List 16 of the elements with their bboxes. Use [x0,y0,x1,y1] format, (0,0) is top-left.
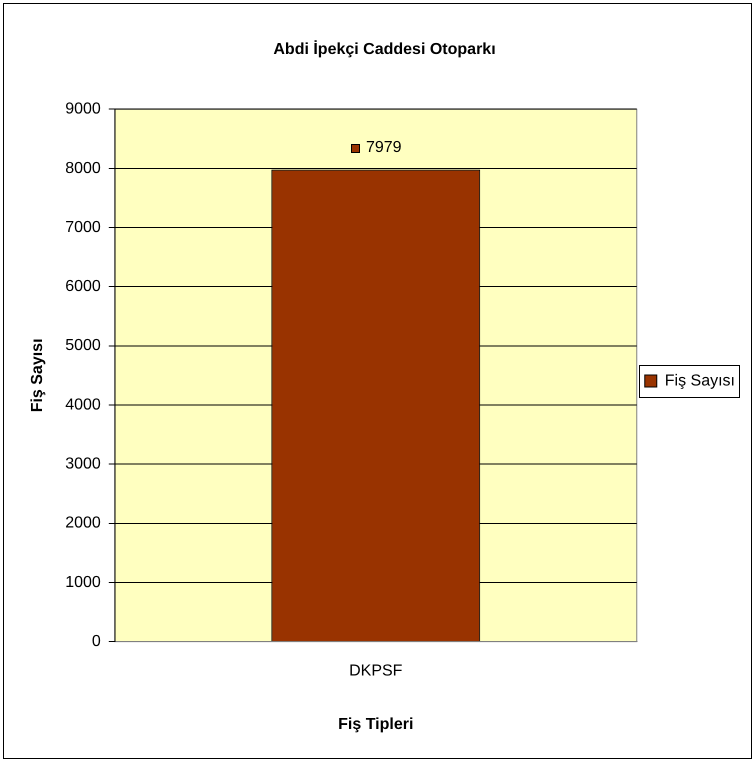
y-tick-label: 3000 [65,456,101,473]
legend-label: Fiş Sayısı [664,372,735,390]
x-tick-label: DKPSF [349,662,403,680]
y-axis-title: Fiş Sayısı [29,338,46,412]
y-tick-label: 2000 [65,514,101,532]
y-tick-label: 7000 [65,218,101,236]
y-tick-label: 1000 [65,574,101,591]
y-tick-label: 0 [92,633,101,650]
y-tick-label: 5000 [65,337,101,354]
data-label: 7979 [366,139,402,156]
y-tick-label: 6000 [65,278,101,296]
x-axis-title: Fiş Tipleri [338,716,414,733]
y-tick-label: 9000 [65,100,101,118]
chart-title: Abdi İpekçi Caddesi Otoparkı [273,40,496,58]
y-tick-label: 8000 [65,160,101,177]
y-tick-label: 4000 [65,396,101,414]
